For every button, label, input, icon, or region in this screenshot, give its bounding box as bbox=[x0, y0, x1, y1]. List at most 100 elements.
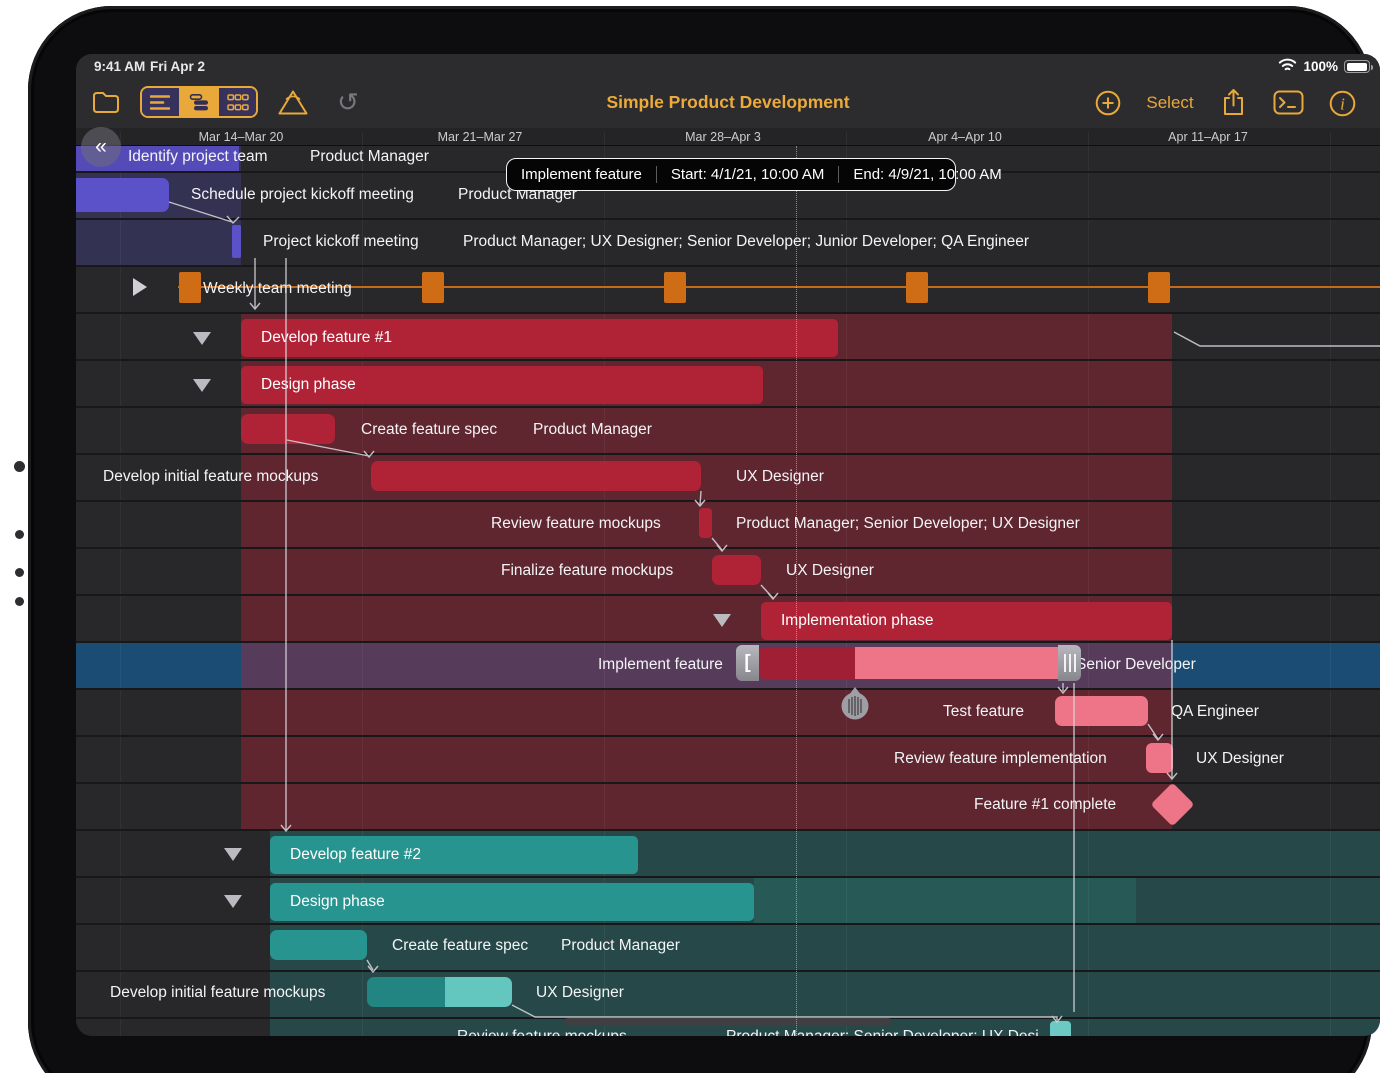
bar-implement-feature-remaining[interactable] bbox=[855, 647, 1058, 679]
completion-scrubber-handle bbox=[841, 687, 869, 720]
disclosure-expanded-icon[interactable] bbox=[713, 614, 731, 627]
timeline-header: Mar 14–Mar 20 Mar 21–Mar 27 Mar 28–Apr 3… bbox=[76, 128, 1380, 146]
disclosure-expanded-icon[interactable] bbox=[193, 332, 211, 345]
svg-text:i: i bbox=[1340, 94, 1345, 113]
weekly-meeting-milestone[interactable] bbox=[906, 272, 928, 303]
resource-label: Product Manager bbox=[310, 148, 429, 165]
collapse-back-icon: « bbox=[95, 135, 107, 158]
weekly-meeting-milestone[interactable] bbox=[179, 272, 201, 303]
bar-develop-mockups-1[interactable] bbox=[371, 461, 701, 491]
screen: 9:41 AM Fri Apr 2 100% bbox=[76, 54, 1380, 1036]
timeline-week-5: Apr 11–Apr 17 bbox=[1168, 130, 1248, 144]
tooltip-task-name: Implement feature bbox=[521, 166, 642, 183]
bar-review-mockups-2[interactable] bbox=[1050, 1021, 1071, 1036]
bar-design-phase-2[interactable]: Design phase bbox=[270, 883, 754, 921]
selected-row-highlight[interactable] bbox=[76, 641, 1380, 688]
dependency-lines bbox=[168, 201, 1380, 1024]
resource-label: Product Manager; UX Designer; Senior Dev… bbox=[463, 233, 1030, 250]
bar-implementation-phase[interactable]: Implementation phase bbox=[761, 602, 1172, 640]
battery-percent: 100% bbox=[1303, 59, 1338, 74]
outline-view-button[interactable] bbox=[142, 88, 179, 116]
tooltip-start: Start: 4/1/21, 10:00 AM bbox=[655, 166, 838, 183]
weekly-meeting-milestone[interactable] bbox=[422, 272, 444, 303]
weekly-meeting-milestone[interactable] bbox=[1148, 272, 1170, 303]
bar-test-feature[interactable] bbox=[1055, 696, 1148, 726]
bar-review-implementation[interactable] bbox=[1146, 743, 1173, 773]
selection-handle-right[interactable] bbox=[1058, 645, 1081, 681]
date: Fri Apr 2 bbox=[150, 59, 206, 74]
network-view-button[interactable] bbox=[217, 88, 256, 116]
console-button[interactable] bbox=[1272, 89, 1304, 115]
side-button bbox=[15, 597, 24, 606]
clipped-row-marker bbox=[564, 1018, 892, 1026]
bar-finalize-mockups-1[interactable] bbox=[712, 555, 761, 585]
view-mode-segmented-control bbox=[140, 86, 258, 118]
resource-label: UX Designer bbox=[1196, 750, 1284, 767]
bar-develop-mockups-2-remaining[interactable] bbox=[445, 977, 512, 1007]
document-title: Simple Product Development bbox=[606, 92, 850, 112]
resource-label: Product Manager bbox=[533, 421, 652, 438]
resource-label: Product Manager; Senior Developer; UX De… bbox=[736, 515, 1080, 532]
side-button bbox=[14, 461, 25, 472]
disclosure-expanded-icon[interactable] bbox=[193, 379, 211, 392]
select-button[interactable]: Select bbox=[1146, 93, 1194, 112]
selection-handle-left[interactable]: [ bbox=[736, 645, 759, 681]
resource-label: Senior Developer bbox=[1076, 656, 1196, 673]
battery-icon bbox=[1344, 60, 1373, 73]
side-button bbox=[15, 530, 24, 539]
resource-label: UX Designer bbox=[536, 984, 624, 1001]
task-label: Review feature implementation bbox=[894, 750, 1107, 767]
task-label: Test feature bbox=[943, 703, 1024, 720]
task-label: Review feature mockups bbox=[457, 1028, 627, 1036]
weekly-meeting-milestone[interactable] bbox=[664, 272, 686, 303]
recurring-meeting-line bbox=[178, 286, 1380, 288]
tooltip-end: End: 4/9/21, 10:00 AM bbox=[838, 166, 1015, 183]
gantt-chart: Identify project team Product Manager Sc… bbox=[76, 132, 1380, 1036]
task-label: Schedule project kickoff meeting bbox=[191, 186, 414, 203]
gantt-view-button[interactable] bbox=[178, 88, 218, 116]
task-label: Create feature spec bbox=[392, 937, 529, 954]
bar-develop-feature-2[interactable]: Develop feature #2 bbox=[270, 836, 638, 874]
status-bar: 9:41 AM Fri Apr 2 100% bbox=[76, 54, 1380, 78]
resource-label: QA Engineer bbox=[1171, 703, 1259, 720]
timeline-week-4: Apr 4–Apr 10 bbox=[928, 130, 1002, 144]
timeline-week-1: Mar 14–Mar 20 bbox=[198, 130, 284, 144]
current-date-line bbox=[796, 146, 797, 1036]
share-button[interactable] bbox=[1220, 86, 1246, 118]
disclosure-collapsed-icon[interactable] bbox=[133, 278, 147, 296]
task-tooltip: Implement feature Start: 4/1/21, 10:00 A… bbox=[506, 158, 1002, 191]
collapse-sidebar-button[interactable]: « bbox=[81, 127, 121, 167]
bar-schedule-kickoff[interactable] bbox=[76, 178, 169, 212]
task-label: Develop initial feature mockups bbox=[110, 984, 326, 1001]
info-button[interactable]: i bbox=[1328, 89, 1356, 117]
task-label: Feature #1 complete bbox=[974, 796, 1117, 813]
task-label: Identify project team bbox=[128, 148, 268, 165]
timeline-week-3: Mar 28–Apr 3 bbox=[685, 130, 761, 144]
task-label: Implement feature bbox=[598, 656, 723, 673]
design-phase2-span bbox=[754, 876, 1136, 923]
disclosure-expanded-icon[interactable] bbox=[224, 895, 242, 908]
undo-button[interactable]: ↺ bbox=[332, 87, 364, 117]
clock: 9:41 AM bbox=[94, 59, 146, 74]
bar-develop-feature-1[interactable]: Develop feature #1 bbox=[241, 319, 838, 357]
task-label: Review feature mockups bbox=[491, 515, 661, 532]
add-task-button[interactable] bbox=[1094, 89, 1122, 117]
disclosure-expanded-icon[interactable] bbox=[224, 848, 242, 861]
wifi-icon bbox=[1278, 58, 1297, 75]
task-label: Weekly team meeting bbox=[203, 280, 352, 297]
task-label: Project kickoff meeting bbox=[263, 233, 419, 250]
bar-create-feature-spec-1[interactable] bbox=[241, 414, 335, 444]
resource-label: UX Designer bbox=[786, 562, 874, 579]
bar-project-kickoff[interactable] bbox=[232, 225, 241, 258]
toolbar: ↺ Simple Product Development Select i bbox=[76, 78, 1380, 128]
bar-design-phase-1[interactable]: Design phase bbox=[241, 366, 763, 404]
side-button bbox=[15, 568, 24, 577]
bar-create-feature-spec-2[interactable] bbox=[270, 930, 367, 960]
resource-label: UX Designer bbox=[736, 468, 824, 485]
documents-folder-button[interactable] bbox=[90, 88, 122, 116]
bar-implement-feature-done[interactable] bbox=[759, 647, 855, 679]
bar-review-mockups-1[interactable] bbox=[699, 508, 712, 538]
violations-button[interactable] bbox=[276, 87, 310, 117]
bar-develop-mockups-2-done[interactable] bbox=[367, 977, 445, 1007]
